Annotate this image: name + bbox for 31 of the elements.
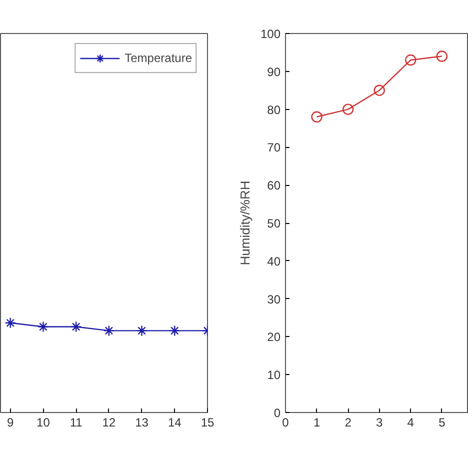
x-tick-label: 1 xyxy=(313,416,320,430)
y-tick-label: 0 xyxy=(274,406,281,420)
y-tick-label: 40 xyxy=(267,254,281,268)
point xyxy=(342,104,354,115)
y-tick-label: 80 xyxy=(267,102,281,117)
x-tick-label: 15 xyxy=(200,416,214,430)
y-tick-label: 50 xyxy=(267,216,281,230)
y-tick-label: 60 xyxy=(267,178,281,193)
x-tick-label: 14 xyxy=(168,416,182,430)
x-tick-label: 2 xyxy=(344,416,352,430)
y-tick-label: 30 xyxy=(267,292,281,306)
y-tick-label: 10 xyxy=(267,368,281,382)
x-tick-label: 13 xyxy=(135,416,149,430)
x-tick-label: 10 xyxy=(36,416,50,430)
point xyxy=(374,84,385,96)
x-tick-label: 12 xyxy=(102,416,116,430)
legend-label: Temperature xyxy=(124,51,192,65)
y-tick-label: 20 xyxy=(267,330,281,344)
y-tick-label: 100 xyxy=(260,27,281,41)
x-tick-label: 0 xyxy=(282,416,290,430)
y-axis-title: Humidity/%RH xyxy=(237,180,252,266)
x-tick-label: 4 xyxy=(407,416,414,430)
point xyxy=(405,54,416,66)
x-tick-label: 3 xyxy=(376,416,384,430)
y-tick-label: 90 xyxy=(267,64,281,79)
y-tick-label: 70 xyxy=(267,140,281,155)
x-tick-label: 5 xyxy=(438,416,446,430)
point xyxy=(436,50,448,62)
x-tick-label: 11 xyxy=(70,416,83,430)
point xyxy=(311,111,322,122)
x-tick-label: 9 xyxy=(7,416,14,430)
